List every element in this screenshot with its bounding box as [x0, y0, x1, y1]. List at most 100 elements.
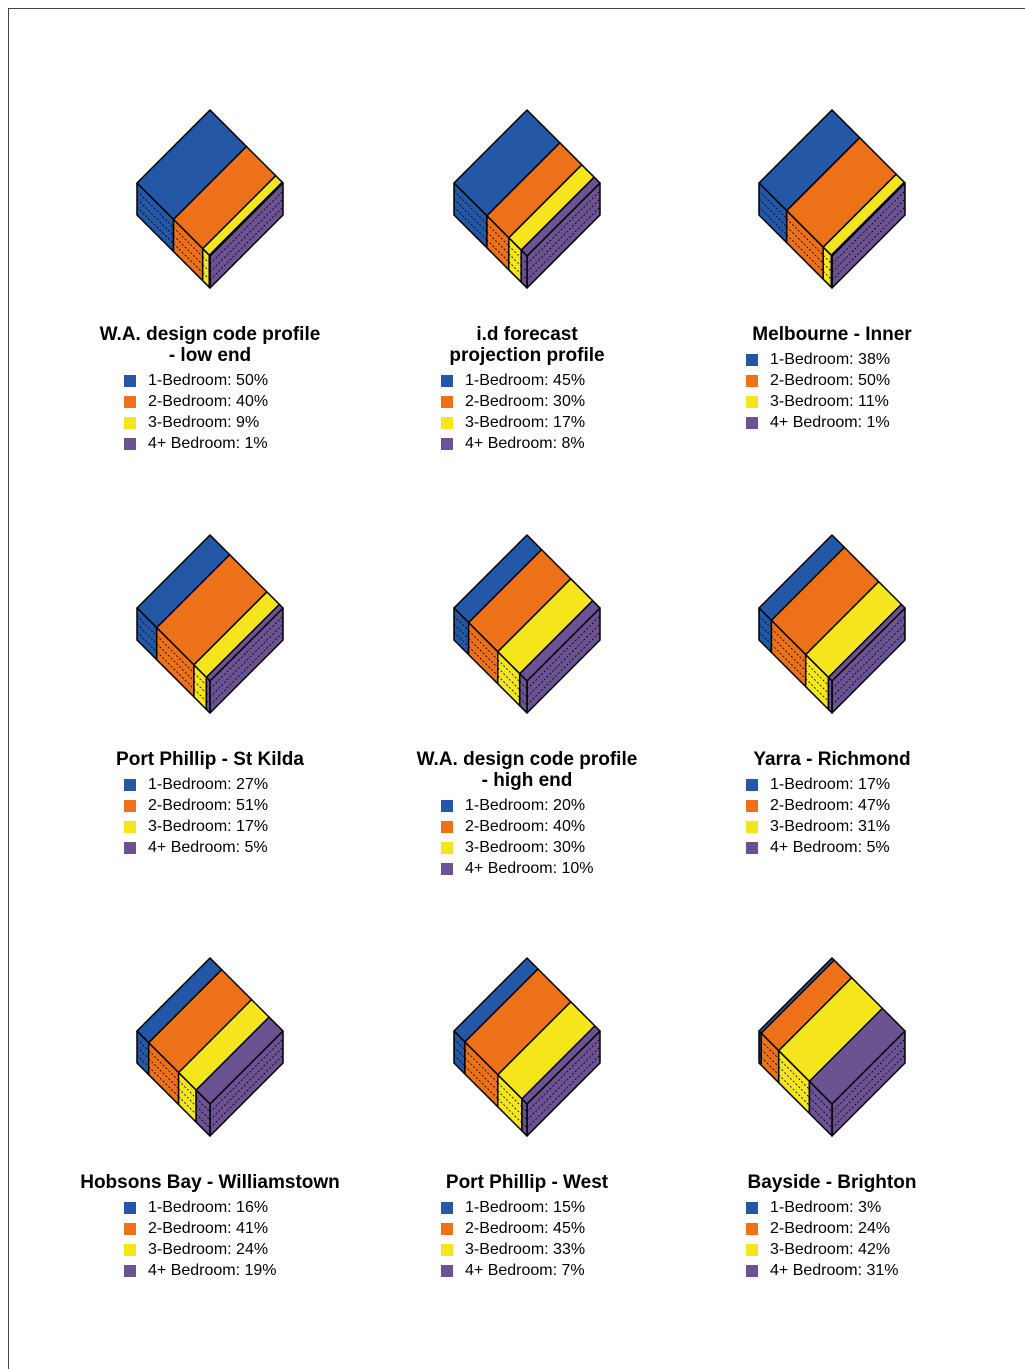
panel-title: Yarra - Richmond: [753, 749, 910, 770]
legend-entry: 1-Bedroom: 20%: [465, 797, 585, 814]
dash: [828, 693, 833, 698]
legend-entry: 4+ Bedroom: 19%: [148, 1262, 277, 1279]
dash: [519, 697, 528, 706]
dash: [758, 631, 772, 645]
legend-swatch: [441, 1244, 453, 1256]
dash: [526, 206, 601, 281]
legend-entry: 2-Bedroom: 45%: [465, 1220, 585, 1237]
legend-entry: 2-Bedroom: 40%: [465, 818, 585, 835]
dash: [771, 628, 807, 664]
dash: [136, 198, 174, 236]
dash: [822, 254, 832, 264]
legend-entry: 1-Bedroom: 15%: [465, 1199, 585, 1216]
dash: [148, 1058, 179, 1089]
legend-swatch: [746, 1265, 758, 1277]
dash: [173, 243, 203, 273]
dash: [486, 239, 510, 263]
legend-swatch: [746, 1223, 758, 1235]
dash: [526, 1054, 601, 1129]
legend-swatch: [746, 1244, 758, 1256]
dash: [136, 623, 157, 644]
panel-title: - high end: [482, 770, 573, 791]
dash: [760, 1040, 779, 1059]
legend-entry: 4+ Bedroom: 8%: [465, 435, 585, 452]
dash: [809, 1097, 833, 1121]
legend-entry: 4+ Bedroom: 5%: [770, 839, 890, 856]
dash: [831, 1046, 906, 1121]
legend-entry: 2-Bedroom: 41%: [148, 1220, 268, 1237]
legend-swatch: [124, 779, 136, 791]
dash: [136, 631, 157, 652]
dash: [195, 1105, 211, 1121]
legend-entry: 4+ Bedroom: 5%: [148, 839, 268, 856]
dash: [193, 672, 207, 686]
legend-entry: 3-Bedroom: 33%: [465, 1241, 585, 1258]
legend-entry: 1-Bedroom: 38%: [770, 351, 890, 368]
legend-entry: 3-Bedroom: 17%: [148, 818, 268, 835]
front-segment: [521, 1098, 528, 1137]
dash: [831, 1038, 906, 1113]
legend-swatch: [124, 842, 136, 854]
dash: [805, 678, 829, 702]
legend-swatch: [124, 438, 136, 450]
dash: [758, 1046, 762, 1050]
dash: [508, 261, 522, 275]
dash: [831, 190, 906, 265]
dash: [486, 223, 510, 247]
dash: [497, 659, 520, 682]
legend-swatch: [124, 821, 136, 833]
dash: [148, 1066, 179, 1097]
legend-swatch: [124, 1265, 136, 1277]
dash: [758, 1054, 762, 1058]
panel-title: Bayside - Brighton: [748, 1172, 917, 1193]
dash: [209, 206, 284, 281]
dash: [468, 646, 499, 677]
dash: [508, 245, 522, 259]
legend-swatch: [746, 375, 758, 387]
dash: [786, 234, 824, 272]
dash: [208, 278, 211, 281]
dash: [519, 689, 528, 698]
legend-swatch: [124, 396, 136, 408]
dash: [468, 630, 499, 661]
dash: [156, 635, 195, 674]
dash: [208, 262, 211, 265]
dash: [453, 1038, 466, 1051]
dash: [822, 262, 832, 272]
dash: [520, 273, 528, 281]
dash: [453, 623, 469, 639]
legend-entry: 1-Bedroom: 50%: [148, 372, 268, 389]
dash: [831, 206, 906, 281]
dash: [758, 1038, 762, 1042]
legend-swatch: [746, 354, 758, 366]
legend-entry: 3-Bedroom: 30%: [465, 839, 585, 856]
dash: [809, 1089, 833, 1113]
dash: [828, 701, 833, 706]
dash: [526, 623, 601, 698]
legend-swatch: [441, 1202, 453, 1214]
dash: [831, 198, 906, 273]
legend-swatch: [441, 800, 453, 812]
legend-swatch: [746, 821, 758, 833]
legend-swatch: [746, 800, 758, 812]
legend-entry: 3-Bedroom: 42%: [770, 1241, 890, 1258]
legend-entry: 3-Bedroom: 24%: [148, 1241, 268, 1258]
dash: [136, 1046, 149, 1059]
legend-entry: 2-Bedroom: 47%: [770, 797, 890, 814]
legend-swatch: [124, 417, 136, 429]
legend-swatch: [124, 1244, 136, 1256]
dash: [453, 615, 469, 631]
legend-swatch: [441, 1223, 453, 1235]
legend-entry: 1-Bedroom: 45%: [465, 372, 585, 389]
dash: [206, 693, 211, 698]
dash: [209, 190, 284, 265]
dash: [209, 623, 284, 698]
dash: [526, 198, 601, 273]
dash: [486, 231, 510, 255]
dash: [178, 1088, 197, 1107]
dash: [202, 264, 210, 272]
dash: [828, 685, 833, 690]
legend-swatch: [441, 438, 453, 450]
dash: [497, 667, 520, 690]
